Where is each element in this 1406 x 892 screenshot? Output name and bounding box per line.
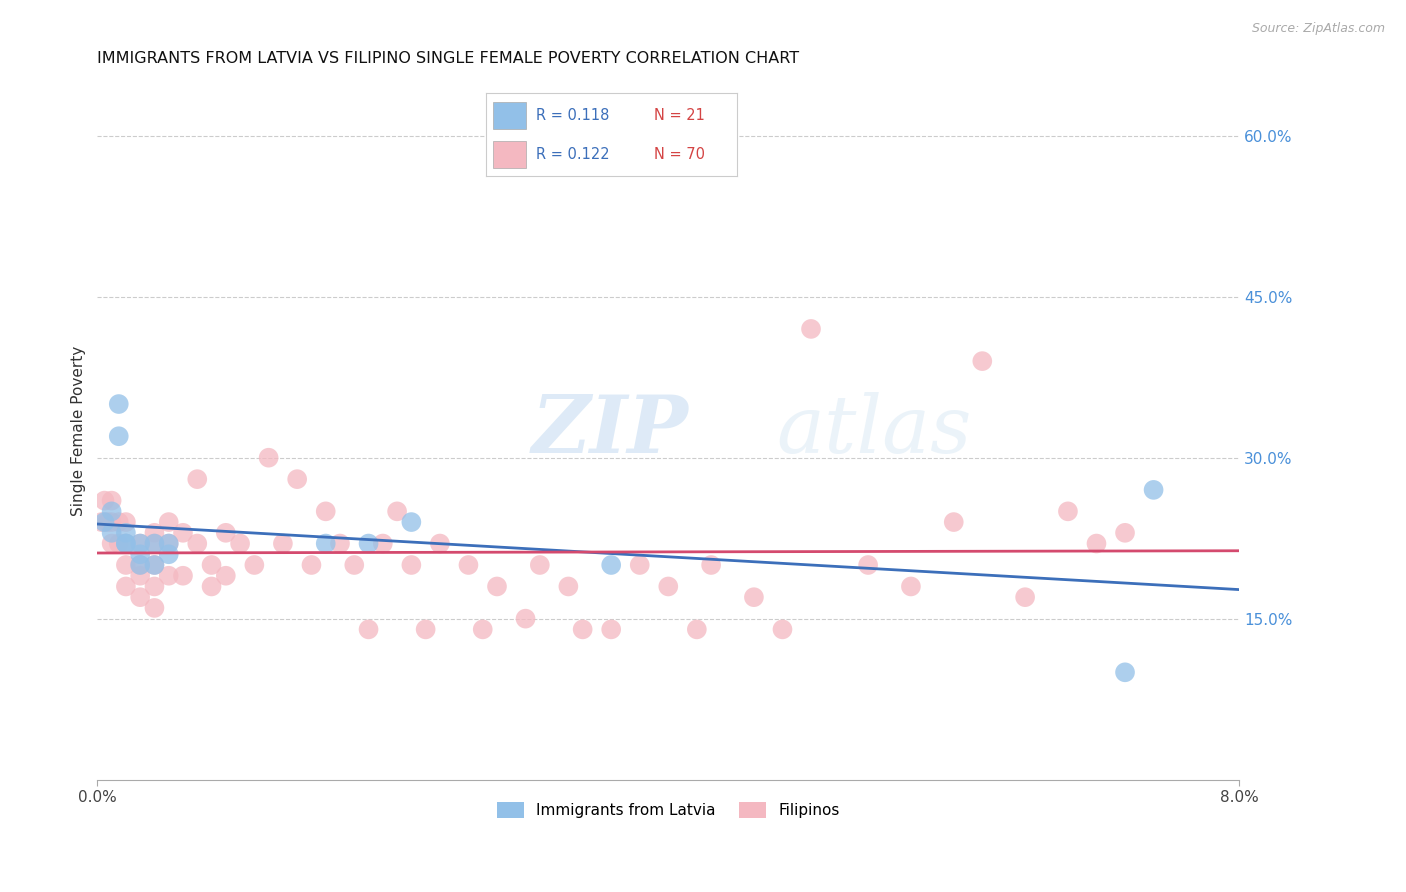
Point: [129, 547, 152, 561]
Point: [90, 515, 112, 529]
Point: [143, 536, 166, 550]
Point: [129, 536, 152, 550]
Point: [600, 623, 623, 637]
Point: [143, 601, 166, 615]
Point: [1114, 665, 1136, 680]
Point: [471, 623, 494, 637]
Point: [115, 536, 138, 550]
Point: [942, 515, 965, 529]
Point: [157, 568, 180, 582]
Point: [357, 536, 380, 550]
Point: [1142, 483, 1164, 497]
Text: ZIP: ZIP: [531, 392, 688, 469]
Point: [129, 568, 152, 582]
Y-axis label: Single Female Poverty: Single Female Poverty: [72, 346, 86, 516]
Point: [143, 558, 166, 572]
Point: [172, 525, 194, 540]
Point: [186, 536, 208, 550]
Point: [357, 623, 380, 637]
Point: [115, 579, 138, 593]
Point: [657, 579, 679, 593]
Point: [129, 590, 152, 604]
Point: [1057, 504, 1080, 518]
Point: [200, 579, 222, 593]
Point: [401, 515, 423, 529]
Text: atlas: atlas: [776, 392, 972, 469]
Point: [129, 558, 152, 572]
Point: [186, 472, 208, 486]
Point: [172, 568, 194, 582]
Point: [1114, 525, 1136, 540]
Point: [1014, 590, 1036, 604]
Point: [215, 568, 238, 582]
Point: [115, 525, 138, 540]
Point: [115, 536, 138, 550]
Point: [557, 579, 579, 593]
Point: [529, 558, 551, 572]
Point: [129, 536, 152, 550]
Point: [686, 623, 709, 637]
Point: [600, 558, 623, 572]
Point: [285, 472, 308, 486]
Point: [571, 623, 593, 637]
Point: [401, 558, 423, 572]
Point: [700, 558, 723, 572]
Text: IMMIGRANTS FROM LATVIA VS FILIPINO SINGLE FEMALE POVERTY CORRELATION CHART: IMMIGRANTS FROM LATVIA VS FILIPINO SINGL…: [97, 51, 800, 66]
Point: [515, 612, 537, 626]
Point: [1085, 536, 1108, 550]
Point: [415, 623, 437, 637]
Point: [96, 515, 118, 529]
Point: [157, 536, 180, 550]
Point: [329, 536, 352, 550]
Point: [143, 525, 166, 540]
Point: [385, 504, 408, 518]
Point: [457, 558, 479, 572]
Point: [93, 493, 115, 508]
Point: [315, 536, 337, 550]
Point: [371, 536, 394, 550]
Point: [900, 579, 922, 593]
Point: [215, 525, 238, 540]
Point: [143, 558, 166, 572]
Point: [800, 322, 823, 336]
Point: [115, 558, 138, 572]
Point: [315, 504, 337, 518]
Point: [115, 515, 138, 529]
Point: [107, 515, 129, 529]
Point: [100, 493, 122, 508]
Point: [972, 354, 994, 368]
Point: [107, 397, 129, 411]
Point: [107, 429, 129, 443]
Point: [100, 504, 122, 518]
Point: [772, 623, 794, 637]
Point: [856, 558, 879, 572]
Point: [301, 558, 323, 572]
Point: [271, 536, 294, 550]
Point: [143, 579, 166, 593]
Point: [229, 536, 252, 550]
Point: [343, 558, 366, 572]
Legend: Immigrants from Latvia, Filipinos: Immigrants from Latvia, Filipinos: [491, 796, 846, 824]
Point: [429, 536, 451, 550]
Text: Source: ZipAtlas.com: Source: ZipAtlas.com: [1251, 22, 1385, 36]
Point: [257, 450, 280, 465]
Point: [129, 558, 152, 572]
Point: [107, 536, 129, 550]
Point: [157, 547, 180, 561]
Point: [100, 525, 122, 540]
Point: [628, 558, 651, 572]
Point: [485, 579, 508, 593]
Point: [243, 558, 266, 572]
Point: [100, 536, 122, 550]
Point: [157, 536, 180, 550]
Point: [100, 515, 122, 529]
Point: [143, 536, 166, 550]
Point: [115, 536, 138, 550]
Point: [742, 590, 765, 604]
Point: [157, 515, 180, 529]
Point: [200, 558, 222, 572]
Point: [93, 515, 115, 529]
